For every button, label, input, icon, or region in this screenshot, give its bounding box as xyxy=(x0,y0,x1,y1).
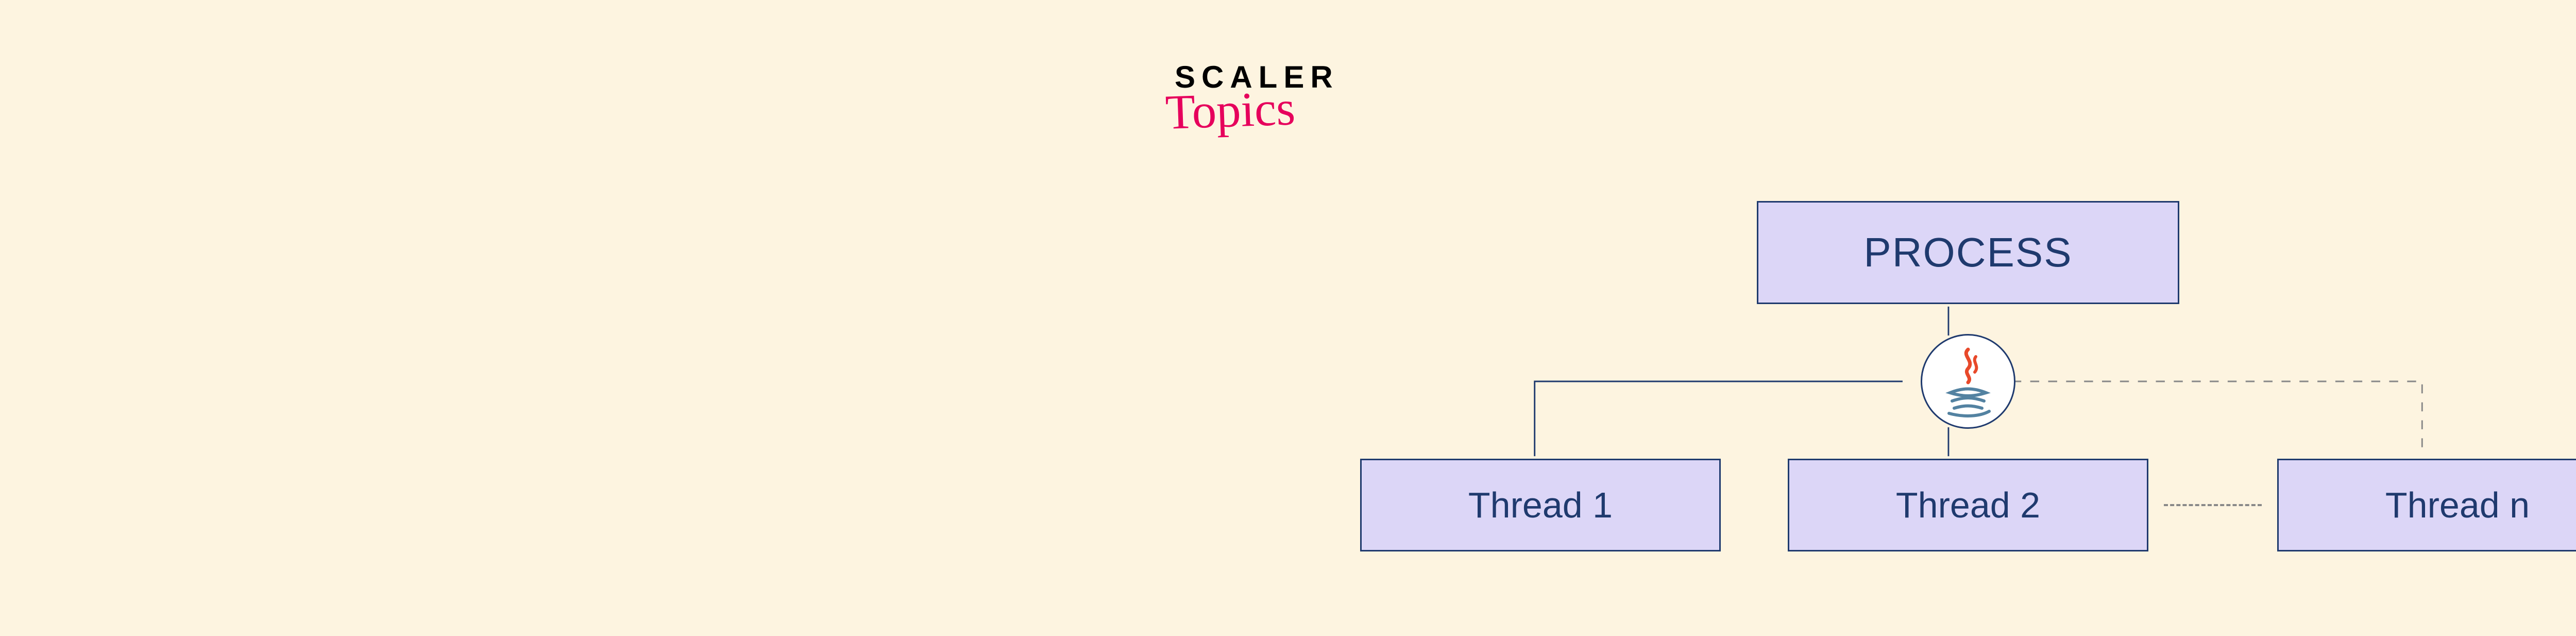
scaler-topics-logo: SCALER Topics xyxy=(1175,62,1339,130)
thread-box-1: Thread 1 xyxy=(1360,459,1721,551)
ellipsis-dash xyxy=(2164,504,2262,506)
process-threads-diagram: PROCESS Thread 1 Thread 2 Thread n xyxy=(1360,201,2576,562)
thread-box-n: Thread n xyxy=(2277,459,2576,551)
java-circle xyxy=(1921,334,2015,429)
java-icon xyxy=(1940,345,1996,417)
process-box: PROCESS xyxy=(1757,201,2179,304)
logo-line2: Topics xyxy=(1165,86,1340,133)
thread-box-2: Thread 2 xyxy=(1788,459,2148,551)
